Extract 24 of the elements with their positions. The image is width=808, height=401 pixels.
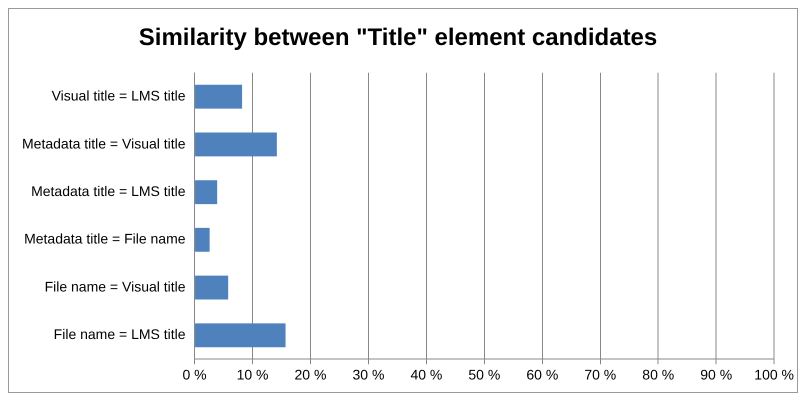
y-tick-label: Visual title = LMS title bbox=[52, 88, 186, 104]
bar bbox=[195, 228, 210, 252]
bar bbox=[195, 276, 228, 300]
chart-title: Similarity between "Title" element candidates bbox=[138, 24, 658, 52]
y-tick-label: Metadata title = File name bbox=[24, 230, 186, 247]
y-tick-label: File name = Visual title bbox=[44, 278, 186, 294]
bar bbox=[195, 323, 286, 348]
x-tick-label: 20 % bbox=[294, 366, 326, 382]
x-tick-label: 10 % bbox=[236, 366, 268, 382]
x-tick-label: 40 % bbox=[410, 366, 442, 382]
x-tick-label: 60 % bbox=[526, 366, 558, 382]
x-tick-label: 90 % bbox=[700, 366, 732, 382]
x-tick-label: 0 % bbox=[182, 366, 207, 382]
x-tick-label: 30 % bbox=[352, 366, 384, 382]
y-tick-label: File name = LMS title bbox=[54, 326, 186, 342]
x-tick-label: 80 % bbox=[642, 366, 674, 382]
x-tick-label: 50 % bbox=[468, 366, 500, 382]
y-tick-label: Metadata title = Visual title bbox=[22, 135, 186, 152]
bar bbox=[195, 84, 242, 109]
x-tick-label: 70 % bbox=[584, 366, 616, 382]
y-tick-label: Metadata title = LMS title bbox=[31, 182, 186, 199]
bar bbox=[195, 180, 218, 204]
x-tick-label: 100 % bbox=[754, 366, 794, 382]
bar bbox=[195, 132, 277, 156]
